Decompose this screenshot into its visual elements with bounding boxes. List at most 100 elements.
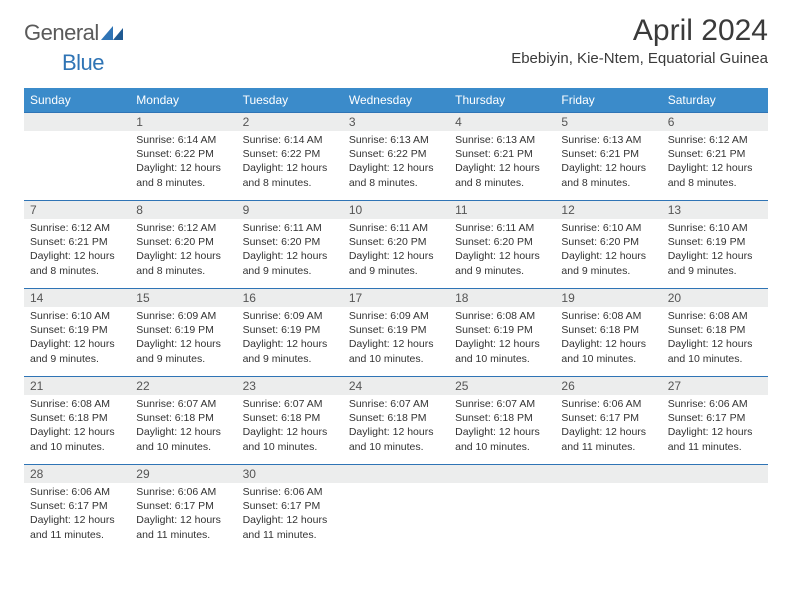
day-details: Sunrise: 6:10 AMSunset: 6:20 PMDaylight:…: [555, 219, 661, 282]
day-details: Sunrise: 6:07 AMSunset: 6:18 PMDaylight:…: [449, 395, 555, 458]
day-details: Sunrise: 6:06 AMSunset: 6:17 PMDaylight:…: [662, 395, 768, 458]
day-details: Sunrise: 6:10 AMSunset: 6:19 PMDaylight:…: [662, 219, 768, 282]
day-details: Sunrise: 6:09 AMSunset: 6:19 PMDaylight:…: [343, 307, 449, 370]
page-title: April 2024: [511, 14, 768, 48]
day-number: 12: [555, 201, 661, 219]
daylight-line: Daylight: 12 hours and 10 minutes.: [136, 425, 230, 453]
day-details: Sunrise: 6:13 AMSunset: 6:22 PMDaylight:…: [343, 131, 449, 194]
sunrise-line: Sunrise: 6:07 AM: [455, 397, 549, 411]
calendar-cell: 8Sunrise: 6:12 AMSunset: 6:20 PMDaylight…: [130, 201, 236, 289]
calendar-cell: 28Sunrise: 6:06 AMSunset: 6:17 PMDayligh…: [24, 465, 130, 553]
calendar-cell: [343, 465, 449, 553]
sunset-line: Sunset: 6:20 PM: [561, 235, 655, 249]
day-details: Sunrise: 6:07 AMSunset: 6:18 PMDaylight:…: [237, 395, 343, 458]
day-number: 14: [24, 289, 130, 307]
day-number: 6: [662, 113, 768, 131]
daylight-line: Daylight: 12 hours and 9 minutes.: [455, 249, 549, 277]
weekday-header: Saturday: [662, 88, 768, 113]
day-number: 2: [237, 113, 343, 131]
calendar-cell: 20Sunrise: 6:08 AMSunset: 6:18 PMDayligh…: [662, 289, 768, 377]
day-number: 11: [449, 201, 555, 219]
calendar-cell: 25Sunrise: 6:07 AMSunset: 6:18 PMDayligh…: [449, 377, 555, 465]
day-details: Sunrise: 6:12 AMSunset: 6:20 PMDaylight:…: [130, 219, 236, 282]
day-details: Sunrise: 6:07 AMSunset: 6:18 PMDaylight:…: [343, 395, 449, 458]
day-number: 1: [130, 113, 236, 131]
sunrise-line: Sunrise: 6:07 AM: [136, 397, 230, 411]
calendar-row: 14Sunrise: 6:10 AMSunset: 6:19 PMDayligh…: [24, 289, 768, 377]
weekday-header: Thursday: [449, 88, 555, 113]
sunrise-line: Sunrise: 6:12 AM: [136, 221, 230, 235]
day-details: Sunrise: 6:13 AMSunset: 6:21 PMDaylight:…: [555, 131, 661, 194]
sunrise-line: Sunrise: 6:13 AM: [455, 133, 549, 147]
day-number: 17: [343, 289, 449, 307]
daylight-line: Daylight: 12 hours and 8 minutes.: [561, 161, 655, 189]
day-details: Sunrise: 6:06 AMSunset: 6:17 PMDaylight:…: [555, 395, 661, 458]
calendar-cell: [555, 465, 661, 553]
daylight-line: Daylight: 12 hours and 10 minutes.: [30, 425, 124, 453]
sunrise-line: Sunrise: 6:08 AM: [30, 397, 124, 411]
sunset-line: Sunset: 6:19 PM: [455, 323, 549, 337]
sunrise-line: Sunrise: 6:08 AM: [561, 309, 655, 323]
calendar-cell: 7Sunrise: 6:12 AMSunset: 6:21 PMDaylight…: [24, 201, 130, 289]
daylight-line: Daylight: 12 hours and 8 minutes.: [349, 161, 443, 189]
sunset-line: Sunset: 6:18 PM: [561, 323, 655, 337]
location-subtitle: Ebebiyin, Kie-Ntem, Equatorial Guinea: [511, 50, 768, 67]
daylight-line: Daylight: 12 hours and 11 minutes.: [30, 513, 124, 541]
day-details: Sunrise: 6:12 AMSunset: 6:21 PMDaylight:…: [24, 219, 130, 282]
sunrise-line: Sunrise: 6:11 AM: [243, 221, 337, 235]
empty-daynum: [24, 113, 130, 131]
sunset-line: Sunset: 6:17 PM: [30, 499, 124, 513]
sunset-line: Sunset: 6:17 PM: [243, 499, 337, 513]
day-details: Sunrise: 6:08 AMSunset: 6:18 PMDaylight:…: [555, 307, 661, 370]
daylight-line: Daylight: 12 hours and 10 minutes.: [561, 337, 655, 365]
calendar-row: 28Sunrise: 6:06 AMSunset: 6:17 PMDayligh…: [24, 465, 768, 553]
daylight-line: Daylight: 12 hours and 9 minutes.: [136, 337, 230, 365]
sunset-line: Sunset: 6:18 PM: [455, 411, 549, 425]
daylight-line: Daylight: 12 hours and 11 minutes.: [668, 425, 762, 453]
sunset-line: Sunset: 6:17 PM: [136, 499, 230, 513]
calendar-cell: 10Sunrise: 6:11 AMSunset: 6:20 PMDayligh…: [343, 201, 449, 289]
day-details: Sunrise: 6:06 AMSunset: 6:17 PMDaylight:…: [24, 483, 130, 546]
day-details: Sunrise: 6:12 AMSunset: 6:21 PMDaylight:…: [662, 131, 768, 194]
sunrise-line: Sunrise: 6:12 AM: [30, 221, 124, 235]
weekday-header: Monday: [130, 88, 236, 113]
calendar-cell: 18Sunrise: 6:08 AMSunset: 6:19 PMDayligh…: [449, 289, 555, 377]
sunset-line: Sunset: 6:20 PM: [243, 235, 337, 249]
empty-daynum: [555, 465, 661, 483]
day-details: Sunrise: 6:08 AMSunset: 6:19 PMDaylight:…: [449, 307, 555, 370]
calendar-cell: 27Sunrise: 6:06 AMSunset: 6:17 PMDayligh…: [662, 377, 768, 465]
daylight-line: Daylight: 12 hours and 10 minutes.: [243, 425, 337, 453]
daylight-line: Daylight: 12 hours and 8 minutes.: [243, 161, 337, 189]
day-details: Sunrise: 6:09 AMSunset: 6:19 PMDaylight:…: [237, 307, 343, 370]
sunrise-line: Sunrise: 6:10 AM: [668, 221, 762, 235]
sunset-line: Sunset: 6:20 PM: [455, 235, 549, 249]
weekday-header: Friday: [555, 88, 661, 113]
calendar-cell: 22Sunrise: 6:07 AMSunset: 6:18 PMDayligh…: [130, 377, 236, 465]
sunset-line: Sunset: 6:21 PM: [30, 235, 124, 249]
sunrise-line: Sunrise: 6:06 AM: [668, 397, 762, 411]
sunset-line: Sunset: 6:18 PM: [30, 411, 124, 425]
day-number: 9: [237, 201, 343, 219]
sunset-line: Sunset: 6:22 PM: [243, 147, 337, 161]
daylight-line: Daylight: 12 hours and 8 minutes.: [136, 249, 230, 277]
calendar-cell: 24Sunrise: 6:07 AMSunset: 6:18 PMDayligh…: [343, 377, 449, 465]
day-details: Sunrise: 6:10 AMSunset: 6:19 PMDaylight:…: [24, 307, 130, 370]
calendar-row: 7Sunrise: 6:12 AMSunset: 6:21 PMDaylight…: [24, 201, 768, 289]
day-details: Sunrise: 6:08 AMSunset: 6:18 PMDaylight:…: [662, 307, 768, 370]
daylight-line: Daylight: 12 hours and 8 minutes.: [455, 161, 549, 189]
sunrise-line: Sunrise: 6:06 AM: [561, 397, 655, 411]
calendar-cell: 19Sunrise: 6:08 AMSunset: 6:18 PMDayligh…: [555, 289, 661, 377]
day-number: 28: [24, 465, 130, 483]
calendar-cell: 2Sunrise: 6:14 AMSunset: 6:22 PMDaylight…: [237, 113, 343, 201]
sunset-line: Sunset: 6:17 PM: [668, 411, 762, 425]
sunrise-line: Sunrise: 6:10 AM: [561, 221, 655, 235]
sunrise-line: Sunrise: 6:11 AM: [349, 221, 443, 235]
daylight-line: Daylight: 12 hours and 11 minutes.: [136, 513, 230, 541]
sunset-line: Sunset: 6:18 PM: [136, 411, 230, 425]
logo-mark-icon: [101, 20, 123, 46]
weekday-header: Tuesday: [237, 88, 343, 113]
header: General Blue April 2024 Ebebiyin, Kie-Nt…: [24, 14, 768, 82]
day-details: Sunrise: 6:09 AMSunset: 6:19 PMDaylight:…: [130, 307, 236, 370]
sunset-line: Sunset: 6:18 PM: [243, 411, 337, 425]
day-number: 15: [130, 289, 236, 307]
